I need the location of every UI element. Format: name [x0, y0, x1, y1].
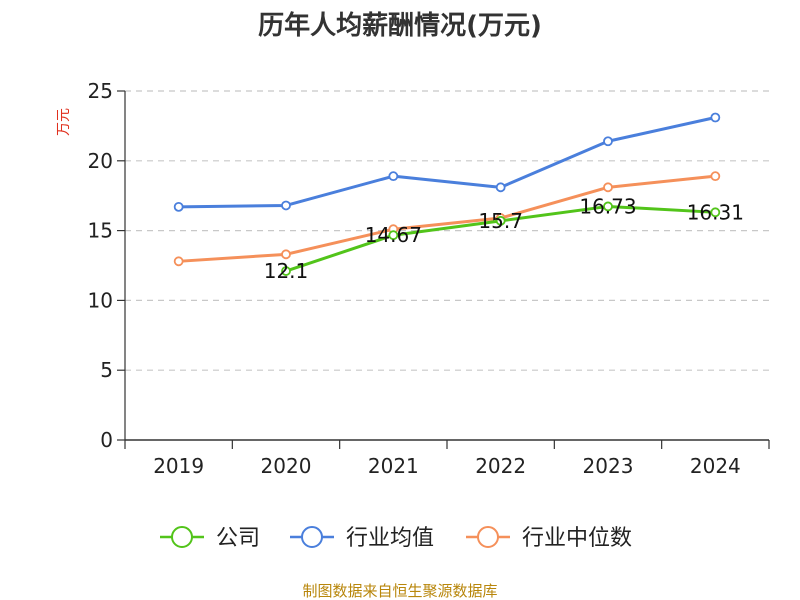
- data-point: [710, 112, 721, 123]
- y-tick-label: 10: [88, 288, 113, 312]
- x-tick-label: 2022: [475, 454, 526, 478]
- y-axis-ticks: 0 5 10 15 20 25: [88, 79, 126, 452]
- series-line-2: [178, 116, 716, 209]
- y-tick-label: 0: [100, 428, 113, 452]
- data-point: [388, 171, 399, 182]
- data-point: [281, 266, 291, 276]
- data-point: [281, 249, 291, 260]
- data-point: [710, 207, 721, 218]
- legend-label: 行业均值: [346, 526, 434, 551]
- source-note: 制图数据来自恒生聚源数据库: [302, 582, 497, 600]
- data-labels: 12.1 14.67 15.7 16.73 16.31: [264, 194, 744, 283]
- data-label: 15.7: [478, 209, 523, 233]
- y-tick-label: 15: [88, 219, 113, 243]
- legend-label: 行业中位数: [522, 526, 632, 551]
- data-point: [603, 182, 613, 193]
- y-tick-label: 5: [100, 358, 113, 382]
- x-tick-label: 2021: [368, 454, 419, 478]
- y-tick-label: 25: [88, 79, 113, 103]
- x-tick-label: 2020: [261, 454, 312, 478]
- series-line-3: [178, 174, 716, 263]
- x-axis-ticks: 2019 2020 2021 2022 2023 2024: [153, 454, 741, 478]
- legend-swatch-marker: [477, 526, 499, 548]
- y-tick-label: 20: [88, 149, 113, 173]
- legend-swatch-marker: [301, 526, 323, 548]
- data-point: [281, 200, 291, 211]
- y-axis-label: 万元: [56, 108, 72, 136]
- x-axis: [124, 439, 770, 449]
- legend-swatch-marker: [171, 526, 193, 548]
- data-point: [495, 215, 506, 226]
- chart-title: 历年人均薪酬情况(万元): [258, 10, 542, 41]
- data-label: 16.73: [579, 194, 636, 218]
- data-point: [603, 136, 613, 147]
- x-tick-label: 2023: [583, 454, 634, 478]
- data-point: [173, 256, 184, 267]
- data-label: 12.1: [264, 259, 309, 283]
- data-point: [495, 182, 506, 193]
- legend-label: 公司: [216, 526, 260, 551]
- data-point: [710, 171, 721, 182]
- legend: 公司 行业均值 行业中位数: [160, 526, 632, 551]
- data-point: [388, 230, 399, 241]
- data-label: 14.67: [365, 223, 422, 247]
- x-tick-label: 2024: [690, 454, 741, 478]
- data-point: [603, 201, 613, 212]
- grid-lines: [125, 90, 769, 371]
- series-lines: [173, 112, 721, 276]
- data-point: [173, 201, 184, 212]
- data-label: 16.31: [687, 200, 744, 224]
- x-tick-label: 2019: [153, 454, 204, 478]
